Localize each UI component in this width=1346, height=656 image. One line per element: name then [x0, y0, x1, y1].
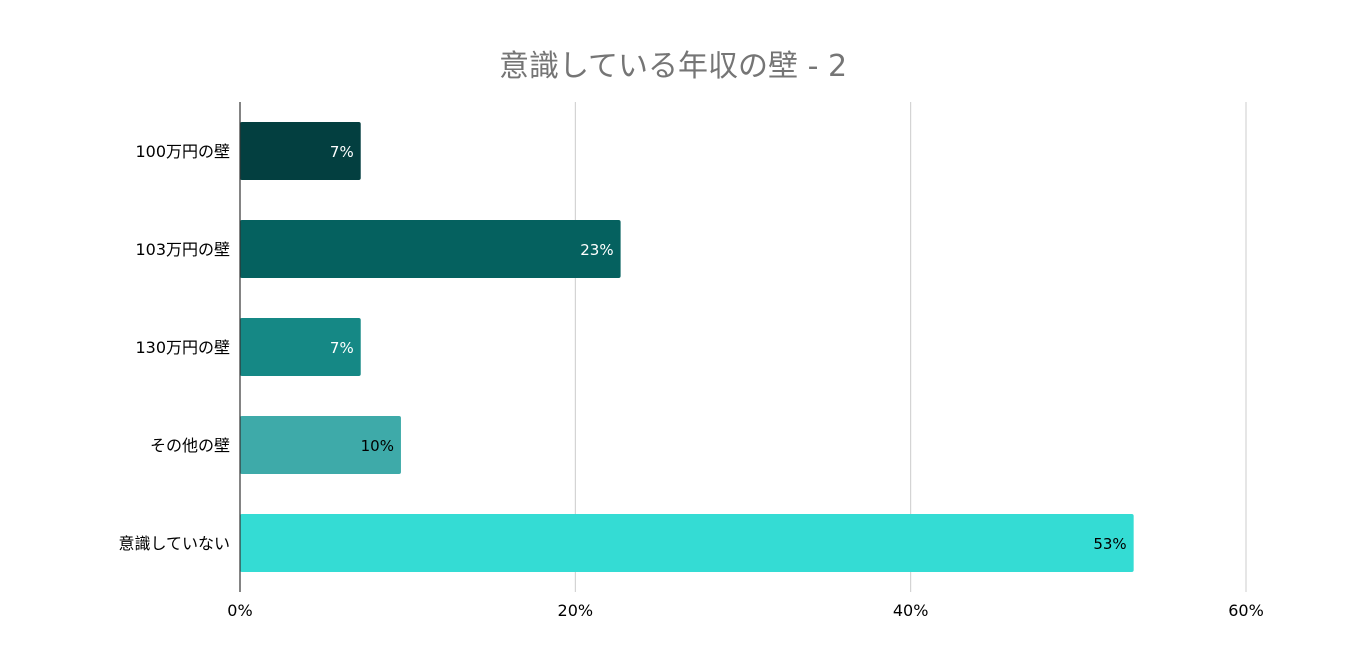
data-label: 23%	[580, 241, 613, 259]
data-label: 10%	[361, 437, 394, 455]
axes: 0% 20% 40% 60% 100万円の壁 103万円の壁 130万円の壁その他の壁意識し…	[118, 102, 1264, 620]
data-label: 7%	[330, 339, 354, 357]
bars: 7% 23% 7% 10% 53%	[240, 122, 1134, 572]
x-tick-label: 40%	[893, 601, 929, 620]
x-tick-label: 0%	[227, 601, 252, 620]
gridlines	[574, 102, 1247, 592]
x-tick-label: 60%	[1228, 601, 1264, 620]
category-label: その他の壁	[150, 436, 230, 455]
data-label: 7%	[330, 143, 354, 161]
bar	[240, 220, 621, 278]
category-label: 103万円の壁	[135, 240, 230, 259]
category-label: 130万円の壁	[135, 338, 230, 357]
data-label: 53%	[1093, 535, 1126, 553]
category-label: 意識していない	[118, 534, 230, 553]
bar	[240, 122, 361, 180]
chart-title: 意識している年収の壁 - 2	[499, 49, 847, 84]
x-tick-label: 20%	[558, 601, 594, 620]
bar	[240, 514, 1134, 572]
bar	[240, 318, 361, 376]
category-label: 100万円の壁	[135, 142, 230, 161]
bar	[240, 416, 401, 474]
